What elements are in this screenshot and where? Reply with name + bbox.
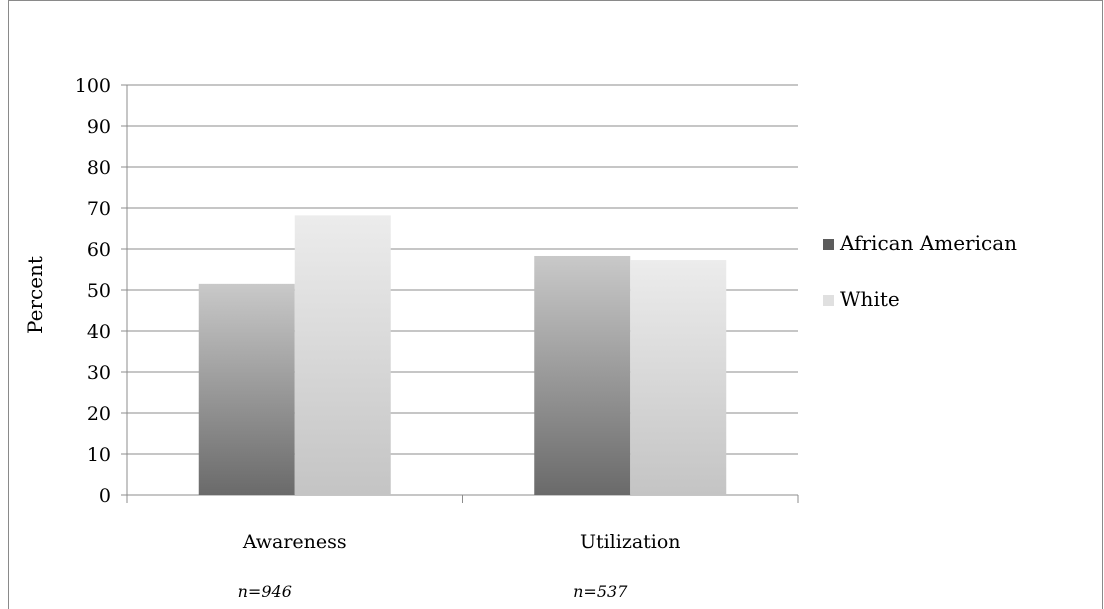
chart-frame xyxy=(8,0,1103,609)
bar-african-american-utilization xyxy=(534,255,631,495)
y-tick-label: 100 xyxy=(75,75,111,97)
bar-white-awareness xyxy=(294,215,391,495)
y-tick-label: 10 xyxy=(87,444,111,466)
bar-african-american-awareness xyxy=(198,283,295,495)
legend-label: African American xyxy=(839,231,1017,255)
sample-size-note: n=537 xyxy=(573,582,628,601)
labels: Percent 0 10 20 30 40 50 60 70 80 90 100 Awareness U… xyxy=(23,75,681,553)
bars xyxy=(198,215,727,495)
legend-swatch xyxy=(823,239,834,250)
sample-size-notes: n=946 n=537 xyxy=(238,582,629,601)
y-tick-label: 70 xyxy=(87,198,111,220)
y-tick-label: 50 xyxy=(87,280,111,302)
x-category-label: Awareness xyxy=(242,531,347,553)
legend-swatch xyxy=(823,295,834,306)
sample-size-note: n=946 xyxy=(238,582,292,601)
bar-white-utilization xyxy=(630,260,727,495)
legend-label: White xyxy=(840,287,900,311)
y-tick-label: 90 xyxy=(87,116,111,138)
legend: African American White xyxy=(823,231,1017,311)
y-axis-label: Percent xyxy=(23,256,47,334)
y-tick-label: 0 xyxy=(99,485,111,507)
y-tick-label: 60 xyxy=(87,239,111,261)
y-tick-label: 30 xyxy=(87,362,111,384)
y-tick-label: 40 xyxy=(87,321,111,343)
y-tick-label: 20 xyxy=(87,403,111,425)
x-category-label: Utilization xyxy=(580,531,681,553)
y-tick-label: 80 xyxy=(87,157,111,179)
